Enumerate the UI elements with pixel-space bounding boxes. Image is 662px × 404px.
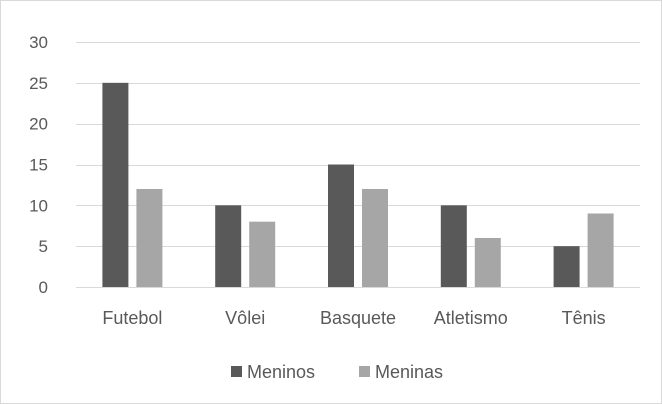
bar-meninas-vôlei [249, 221, 276, 287]
legend-swatch-meninos [231, 366, 242, 377]
y-tick-label: 20 [29, 115, 48, 134]
bar-meninos-vôlei [215, 205, 242, 287]
bar-meninas-basquete [362, 189, 388, 287]
y-tick-label: 25 [29, 74, 48, 93]
legend-swatch-meninas [359, 366, 370, 377]
y-tick-label: 30 [29, 33, 48, 52]
bar-meninas-tênis [587, 213, 614, 287]
x-category-label: Tênis [562, 308, 606, 328]
bar-meninas-futebol [136, 189, 163, 287]
x-category-label: Futebol [102, 308, 162, 328]
y-axis-tick-labels: 0 5 10 15 20 25 30 [29, 33, 48, 297]
x-axis-category-labels: Futebol Vôlei Basquete Atletismo Tênis [102, 308, 605, 328]
bar-meninas-atletismo [474, 238, 501, 287]
legend: Meninos Meninas [231, 362, 443, 382]
bars [102, 82, 614, 287]
x-category-label: Basquete [320, 308, 396, 328]
bar-meninos-atletismo [440, 205, 467, 287]
y-tick-label: 10 [29, 196, 48, 215]
x-category-label: Vôlei [225, 308, 265, 328]
bar-meninos-futebol [102, 82, 129, 287]
y-tick-label: 0 [39, 278, 48, 297]
legend-label-meninos: Meninos [247, 362, 315, 382]
x-category-label: Atletismo [434, 308, 508, 328]
gridlines [76, 42, 640, 288]
y-tick-label: 15 [29, 156, 48, 175]
bar-meninos-tênis [553, 246, 580, 287]
y-tick-label: 5 [39, 237, 48, 256]
bar-meninos-basquete [328, 164, 354, 287]
legend-label-meninas: Meninas [375, 362, 443, 382]
